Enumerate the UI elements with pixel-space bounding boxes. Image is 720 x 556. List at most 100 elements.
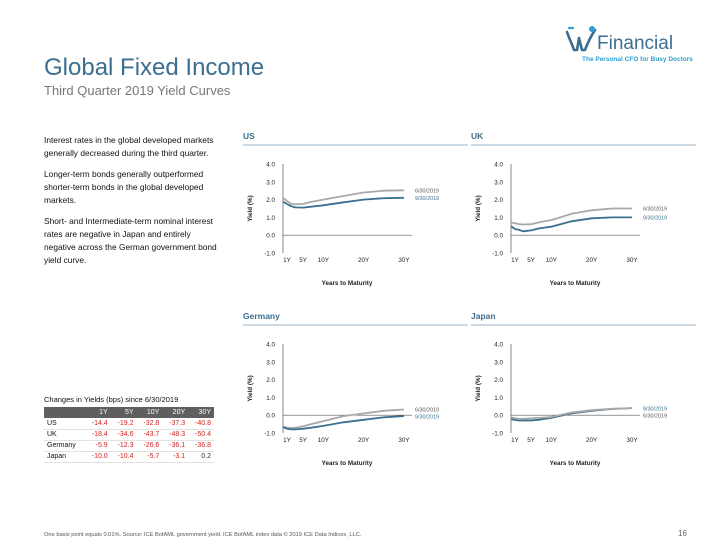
table-cell: -5.7	[136, 451, 163, 463]
page-subtitle: Third Quarter 2019 Yield Curves	[44, 83, 231, 98]
page-title: Global Fixed Income	[44, 54, 265, 81]
row-country: UK	[44, 429, 85, 441]
y-tick-label: 2.0	[494, 197, 503, 204]
x-axis-label: Years to Maturity	[550, 460, 601, 467]
x-tick-label: 1Y	[511, 437, 520, 444]
commentary-paragraph: Longer-term bonds generally outperformed…	[44, 169, 204, 205]
row-country: US	[44, 418, 85, 430]
series-label: 6/30/2019	[415, 408, 439, 414]
y-tick-label: 1.0	[494, 395, 503, 402]
y-tick-label: 4.0	[266, 162, 275, 169]
table-cell: -43.7	[136, 429, 163, 441]
table-cell: -19.2	[110, 418, 137, 430]
table-cell: -50.4	[188, 429, 214, 441]
table-row: Japan -10.0 -10.4 -5.7 -3.1 0.2	[44, 451, 214, 463]
series-line	[282, 189, 404, 206]
y-tick-label: 0.0	[494, 233, 503, 240]
y-tick-label: 4.0	[494, 342, 503, 349]
y-tick-label: 0.0	[494, 413, 503, 420]
y-tick-label: 3.0	[266, 179, 275, 186]
logo-name: Financial	[597, 33, 674, 54]
x-tick-label: 20Y	[586, 257, 598, 264]
page-number: 16	[678, 529, 687, 538]
y-tick-label: 3.0	[494, 359, 503, 366]
y-tick-label: 2.0	[266, 377, 275, 384]
y-tick-label: -1.0	[492, 251, 503, 258]
series-line	[510, 216, 632, 233]
x-tick-label: 1Y	[283, 257, 292, 264]
table-cell: -3.1	[162, 451, 189, 463]
table-header-row: 1Y 5Y 10Y 20Y 30Y	[44, 407, 214, 418]
y-axis-label: Yield (%)	[247, 375, 254, 401]
column-header: 1Y	[84, 407, 111, 418]
series-label: 9/30/2019	[415, 196, 439, 202]
y-tick-label: 3.0	[266, 359, 275, 366]
row-country: Japan	[44, 451, 85, 463]
table-row: UK -18.4 -34.6 -43.7 -48.3 -50.4	[44, 429, 214, 441]
y-tick-label: 3.0	[494, 179, 503, 186]
column-header: 5Y	[110, 407, 137, 418]
x-tick-label: 5Y	[527, 257, 536, 264]
series-line	[282, 415, 404, 431]
y-tick-label: 0.0	[266, 413, 275, 420]
y-tick-label: 1.0	[266, 395, 275, 402]
x-tick-label: 1Y	[283, 437, 292, 444]
table-row: Germany -5.9 -12.3 -26.6 -36.1 -36.8	[44, 440, 214, 452]
logo-tagline: The Personal CFO for Busy Doctors	[582, 56, 693, 63]
series-label: 6/30/2019	[643, 207, 667, 213]
table-title: Changes in Yields (bps) since 6/30/2019	[44, 395, 179, 404]
chart-title: US	[243, 131, 255, 141]
x-tick-label: 30Y	[626, 437, 638, 444]
series-label: 9/30/2019	[643, 406, 667, 412]
x-axis-label: Years to Maturity	[322, 460, 373, 467]
x-tick-label: 10Y	[546, 437, 558, 444]
chart-title: Japan	[471, 311, 496, 321]
row-country: Germany	[44, 440, 85, 452]
commentary: Interest rates in the global developed m…	[44, 134, 224, 275]
y-tick-label: 0.0	[266, 233, 275, 240]
x-tick-label: 20Y	[586, 437, 598, 444]
chart-uk-svg: UK 4.0 3.0 2.0 1.0 0.0 -1.0 1Y 5Y 10Y 20Y 30Y Years …	[471, 131, 696, 287]
table-cell: -18.4	[84, 429, 111, 441]
y-tick-label: 4.0	[494, 162, 503, 169]
yield-changes-table: Changes in Yields (bps) since 6/30/2019 …	[44, 395, 214, 463]
x-tick-label: 5Y	[299, 437, 308, 444]
x-tick-label: 10Y	[318, 257, 330, 264]
column-header: 10Y	[136, 407, 163, 418]
table-cell: -10.4	[110, 451, 137, 463]
series-label: 6/30/2019	[643, 413, 667, 419]
table-cell: -36.8	[188, 440, 214, 452]
y-tick-label: -1.0	[264, 251, 275, 258]
y-tick-label: 1.0	[494, 215, 503, 222]
table-row: US -14.4 -19.2 -32.8 -37.3 -40.8	[44, 418, 214, 430]
footnote: One basis point equals 0.01%. Source: IC…	[44, 532, 362, 538]
chart-title: Germany	[243, 311, 280, 321]
x-tick-label: 30Y	[626, 257, 638, 264]
y-tick-label: 4.0	[266, 342, 275, 349]
x-axis-label: Years to Maturity	[550, 280, 601, 287]
x-tick-label: 10Y	[546, 257, 558, 264]
x-tick-label: 5Y	[527, 437, 536, 444]
y-axis-label: Yield (%)	[475, 375, 482, 401]
chart-uk: UK 4.0 3.0 2.0 1.0 0.0 -1.0 1Y 5Y 10Y 20Y 30Y Years …	[468, 130, 698, 305]
x-axis-label: Years to Maturity	[322, 280, 373, 287]
table-cell: -14.4	[84, 418, 111, 430]
x-tick-label: 30Y	[398, 437, 410, 444]
x-tick-label: 20Y	[358, 257, 370, 264]
table-cell: -32.8	[136, 418, 163, 430]
y-axis-label: Yield (%)	[247, 195, 254, 221]
chart-us-svg: US 4.0 3.0 2.0 1.0 0.0 -1.0 1Y 5Y 10Y 20Y 30Y Years …	[243, 131, 468, 287]
table-cell: -5.9	[84, 440, 111, 452]
table-cell: -37.3	[162, 418, 189, 430]
column-header: 30Y	[188, 407, 214, 418]
chart-title: UK	[471, 131, 484, 141]
series-line	[510, 207, 632, 226]
table-cell: -26.6	[136, 440, 163, 452]
x-tick-label: 5Y	[299, 257, 308, 264]
chart-us: US 4.0 3.0 2.0 1.0 0.0 -1.0 1Y 5Y 10Y 20Y 30Y Years …	[240, 130, 470, 305]
table-cell: -10.0	[84, 451, 111, 463]
chart-japan-svg: Japan 4.0 3.0 2.0 1.0 0.0 -1.0 1Y 5Y 10Y 20Y 30Y Yea…	[471, 311, 696, 467]
series-label: 9/30/2019	[415, 415, 439, 421]
table-cell: -40.8	[188, 418, 214, 430]
series-line	[282, 196, 404, 209]
